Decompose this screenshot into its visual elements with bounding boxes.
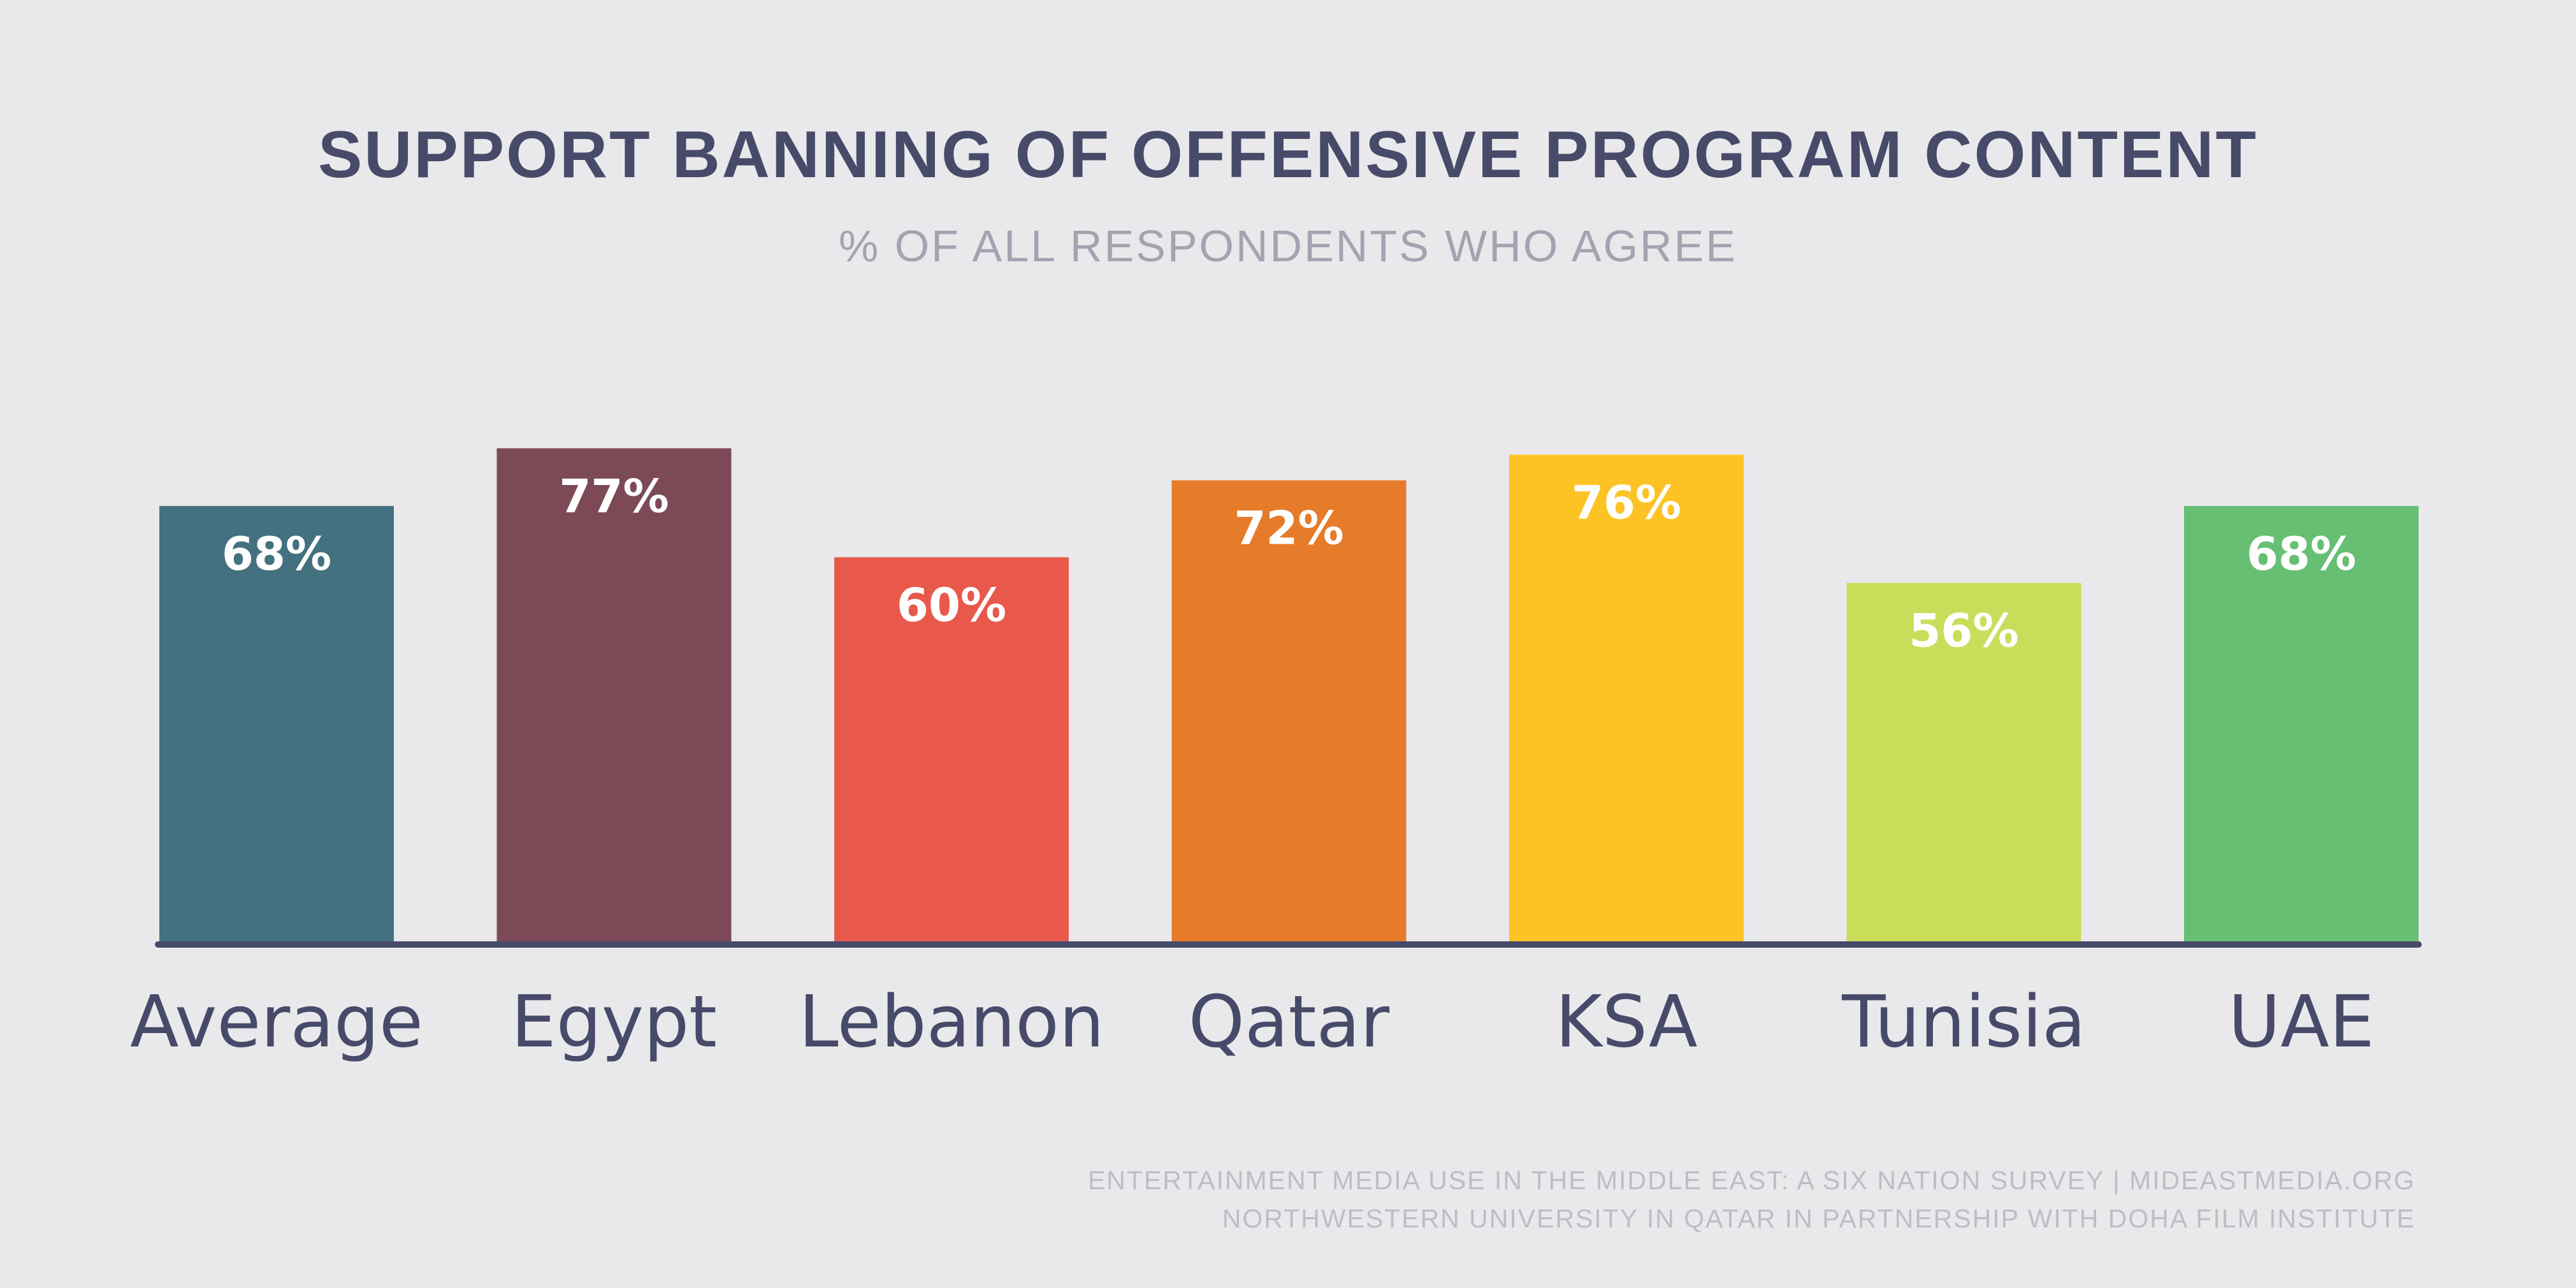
chart-title: SUPPORT BANNING OF OFFENSIVE PROGRAM CON… bbox=[318, 118, 2258, 192]
value-label-qatar: 72% bbox=[1234, 502, 1343, 555]
bar-tunisia bbox=[1846, 582, 2081, 942]
category-label-lebanon: Lebanon bbox=[799, 981, 1104, 1064]
value-label-ksa: 76% bbox=[1572, 475, 1681, 529]
bar-egypt bbox=[496, 448, 732, 942]
source-line-2: NORTHWESTERN UNIVERSITY IN QATAR IN PART… bbox=[1222, 1204, 2415, 1233]
bars-group bbox=[159, 448, 2419, 942]
category-labels-group: Average Egypt Lebanon Qatar KSA Tunisia UAE bbox=[130, 981, 2375, 1064]
bar-qatar bbox=[1171, 480, 1407, 942]
category-label-egypt: Egypt bbox=[511, 981, 717, 1064]
value-label-tunisia: 56% bbox=[1909, 604, 2018, 658]
category-label-average: Average bbox=[130, 981, 423, 1064]
category-label-uae: UAE bbox=[2228, 981, 2374, 1064]
value-label-average: 68% bbox=[222, 527, 331, 581]
category-label-qatar: Qatar bbox=[1189, 981, 1390, 1064]
category-label-ksa: KSA bbox=[1555, 981, 1697, 1064]
value-labels-group: 68% 77% 60% 72% 76% 56% 68% bbox=[222, 469, 2356, 657]
value-label-uae: 68% bbox=[2247, 527, 2356, 581]
category-label-tunisia: Tunisia bbox=[1841, 981, 2086, 1064]
chart-subtitle: % OF ALL RESPONDENTS WHO AGREE bbox=[839, 221, 1737, 271]
bar-uae bbox=[2184, 505, 2419, 942]
bar-ksa bbox=[1509, 454, 1744, 942]
value-label-egypt: 77% bbox=[559, 469, 669, 523]
source-line-1: ENTERTAINMENT MEDIA USE IN THE MIDDLE EA… bbox=[1088, 1166, 2415, 1195]
bar-average bbox=[159, 505, 394, 942]
bar-lebanon bbox=[834, 557, 1069, 942]
value-label-lebanon: 60% bbox=[897, 578, 1006, 632]
